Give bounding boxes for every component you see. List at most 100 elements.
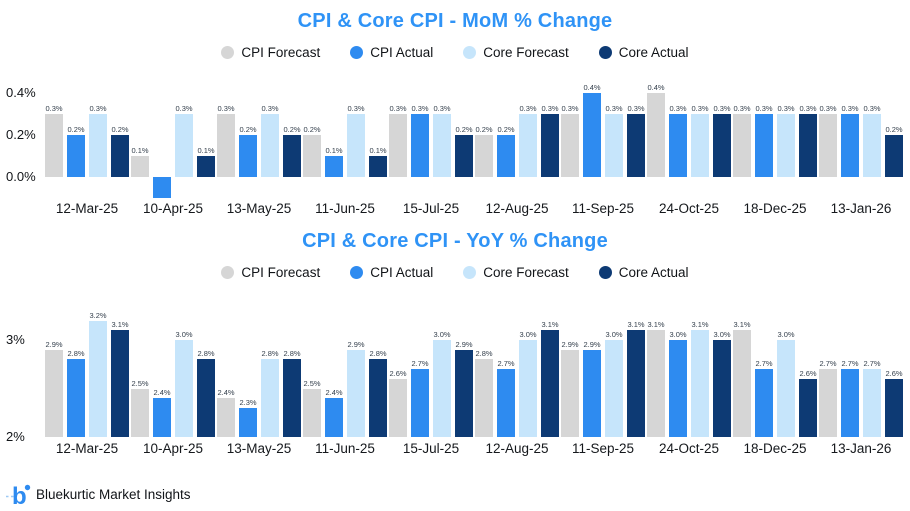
bar-value-label: 3.1%: [647, 320, 665, 330]
bar-slot: 0.3%: [733, 104, 751, 177]
bar-core-forecast: [89, 320, 107, 437]
bar-value-label: 0.3%: [261, 104, 279, 113]
bar-slot: 3.0%: [433, 330, 451, 437]
bar-slot: 0.1%: [325, 146, 343, 177]
bar-slot: 3.0%: [519, 330, 537, 437]
bar-value-label: 2.7%: [411, 359, 429, 369]
bar-slot: 2.7%: [863, 359, 881, 437]
bar-value-label: 0.3%: [89, 104, 107, 113]
bar-core-actual: [455, 135, 473, 177]
bar-value-label: 0.3%: [45, 104, 63, 113]
bar-cluster: 2.8% 2.7% 3.0% 3.1%: [475, 309, 559, 437]
bar-cpi-forecast: [819, 369, 837, 437]
bar-value-label: 0.3%: [777, 104, 795, 113]
bar-cpi-forecast: [217, 398, 235, 437]
bar-cpi-actual: [411, 369, 429, 437]
bar-cluster: 2.5% 2.4% 3.0% 2.8%: [131, 309, 215, 437]
legend-item-core-actual: Core Actual: [598, 45, 689, 60]
bar-slot: 2.6%: [389, 369, 407, 437]
bar-value-label: 0.3%: [755, 104, 773, 113]
legend-label: Core Forecast: [483, 44, 569, 60]
bar-core-actual: [627, 330, 645, 437]
chart-mom-legend: CPI Forecast CPI Actual Core Forecast Core …: [0, 43, 910, 61]
bar-cpi-actual: [67, 135, 85, 177]
cpi-forecast-swatch-icon: [221, 265, 235, 279]
x-axis-label: 13-May-25: [226, 441, 292, 456]
bar-cpi-forecast: [45, 114, 63, 177]
bar-value-label: 3.1%: [541, 320, 559, 330]
bar-value-label: 0.2%: [283, 125, 301, 134]
bar-cpi-actual: [497, 369, 515, 437]
bar-slot: 0.2%: [885, 125, 903, 177]
bar-slot: 0.2%: [303, 125, 321, 177]
y-tick-label: 3%: [6, 332, 25, 347]
bar-cpi-forecast: [561, 349, 579, 437]
cpi-forecast-swatch-icon: [221, 45, 235, 59]
bar-slot: 3.1%: [627, 320, 645, 437]
bar-slot: 0.3%: [175, 104, 193, 177]
bar-cluster: 0.3% 0.3% 0.3% 0.2%: [819, 81, 903, 177]
bar-slot: 3.1%: [733, 320, 751, 437]
bar-slot: 2.6%: [885, 369, 903, 437]
bar-cpi-actual: [669, 340, 687, 437]
bar-group-11-sep-25: 2.9% 2.9% 3.0% 3.1% 11-Sep-25: [560, 309, 646, 456]
bar-slot: 2.9%: [455, 340, 473, 437]
bar-value-label: 0.3%: [411, 104, 429, 113]
bar-slot: 2.9%: [347, 340, 365, 437]
bar-cpi-forecast: [45, 349, 63, 437]
x-axis-label: 11-Sep-25: [571, 201, 635, 216]
bar-core-actual: [283, 359, 301, 437]
footer: b Bluekurtic Market Insights: [6, 481, 191, 507]
bar-value-label: 3.2%: [89, 310, 107, 320]
bar-slot: 0.3%: [777, 104, 795, 177]
bar-slot: 0.2%: [283, 125, 301, 177]
bar-value-label: 2.7%: [755, 359, 773, 369]
bar-slot: 0.3%: [519, 104, 537, 177]
bar-core-actual: [111, 135, 129, 177]
bar-slot: 2.8%: [283, 349, 301, 437]
cpi-actual-swatch-icon: [350, 265, 364, 279]
legend-item-cpi-forecast: CPI Forecast: [221, 265, 320, 280]
bar-slot: 0.3%: [261, 104, 279, 177]
bar-group-13-may-25: 2.4% 2.3% 2.8% 2.8% 13-May-25: [216, 309, 302, 456]
bar-slot: 0.1%: [131, 146, 149, 177]
bar-value-label: 0.3%: [175, 104, 193, 113]
bar-value-label: 2.8%: [475, 349, 493, 359]
legend-label: Core Forecast: [483, 264, 569, 280]
bar-slot: 0.3%: [541, 104, 559, 177]
bar-cluster: 2.6% 2.7% 3.0% 2.9%: [389, 309, 473, 437]
bar-core-forecast: [777, 340, 795, 437]
y-tick-label: 2%: [6, 429, 25, 444]
bar-cpi-actual: [153, 398, 171, 437]
bar-slot: 2.9%: [45, 340, 63, 437]
bar-cluster: 0.4% 0.3% 0.3% 0.3%: [647, 81, 731, 177]
bar-cluster: 0.3% 0.3% 0.3% 0.2%: [389, 81, 473, 177]
bar-value-label: 0.3%: [605, 104, 623, 113]
x-axis-label: 11-Sep-25: [571, 441, 635, 456]
bar-group-15-jul-25: 2.6% 2.7% 3.0% 2.9% 15-Jul-25: [388, 309, 474, 456]
bar-slot: 2.9%: [561, 340, 579, 437]
bar-value-label: 2.6%: [885, 368, 903, 378]
bar-group-13-may-25: 0.3% 0.2% 0.3% 0.2% 13-May-25: [216, 81, 302, 216]
bar-value-label: 0.2%: [475, 125, 493, 134]
bar-cpi-forecast: [561, 114, 579, 177]
bar-slot: 3.1%: [691, 320, 709, 437]
legend-label: CPI Actual: [370, 264, 434, 280]
bar-group-12-mar-25: 2.9% 2.8% 3.2% 3.1% 12-Mar-25: [44, 309, 130, 456]
chart-yoy-title: CPI & Core CPI - YoY % Change: [302, 230, 608, 252]
brand-name: Bluekurtic Market Insights: [36, 486, 191, 502]
bar-value-label: 2.8%: [369, 349, 387, 359]
y-axis: 0.4% 0.2% 0.0%: [6, 81, 46, 216]
bar-group-10-apr-25: 0.1% 0.3% 0.1% 10-Apr-25: [130, 81, 216, 216]
bar-slot: 2.4%: [153, 388, 171, 437]
bar-slot: 0.1%: [197, 146, 215, 177]
bar-value-label: 0.3%: [799, 104, 817, 113]
bar-core-forecast: [605, 340, 623, 437]
x-axis-label: 18-Dec-25: [743, 201, 807, 216]
bar-cpi-actual: [755, 114, 773, 177]
legend-label: CPI Actual: [370, 44, 434, 60]
bar-cpi-actual: [153, 177, 171, 198]
bar-slot: 0.3%: [691, 104, 709, 177]
bar-cpi-actual: [669, 114, 687, 177]
bar-value-label: 3.0%: [777, 330, 795, 339]
